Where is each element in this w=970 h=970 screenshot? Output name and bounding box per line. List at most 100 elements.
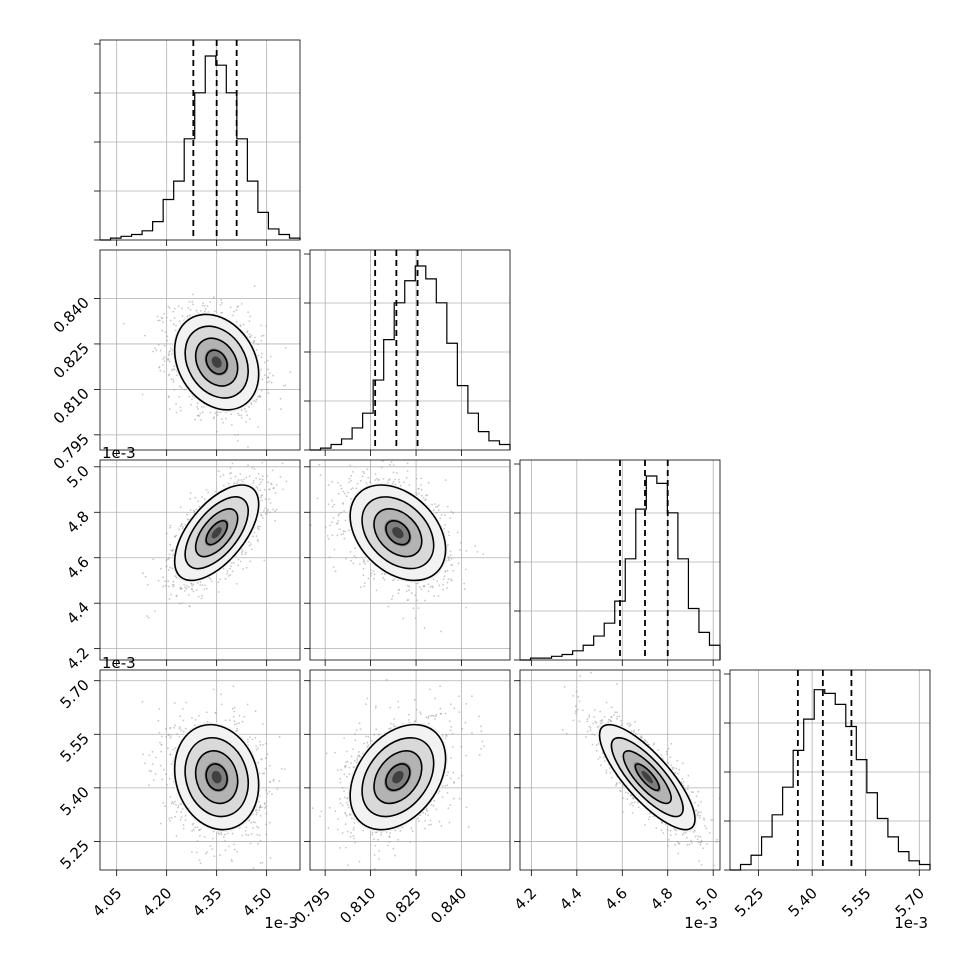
sample-point <box>268 380 271 383</box>
sample-point <box>267 376 270 379</box>
sample-point <box>446 581 449 584</box>
sample-point <box>227 575 230 577</box>
sample-point <box>181 315 184 317</box>
contour-3 <box>173 484 260 582</box>
sample-point <box>337 492 340 495</box>
sample-point <box>268 408 271 411</box>
sample-point <box>163 360 166 363</box>
sample-point <box>159 369 162 372</box>
sample-point <box>257 540 259 543</box>
sample-point <box>331 505 334 508</box>
sample-point <box>340 533 343 536</box>
sample-point <box>160 567 162 570</box>
sample-point <box>395 472 398 474</box>
sample-point <box>191 584 194 587</box>
sample-point <box>164 580 167 583</box>
sample-point <box>171 567 174 570</box>
sample-point <box>264 805 267 808</box>
sample-point <box>446 505 449 508</box>
sample-point <box>172 310 175 313</box>
sample-point <box>232 314 234 317</box>
sample-point <box>161 317 164 319</box>
sample-point <box>255 398 258 401</box>
sample-point <box>233 706 236 709</box>
sample-point <box>356 483 359 485</box>
sample-point <box>237 433 239 436</box>
sample-point <box>350 488 352 491</box>
sample-point <box>447 558 450 560</box>
sample-point <box>219 411 222 414</box>
sample-point <box>144 575 147 578</box>
sample-point <box>284 347 287 349</box>
sample-point <box>250 403 253 406</box>
sample-point <box>203 588 206 591</box>
sample-point <box>158 708 161 710</box>
sample-point <box>210 580 213 583</box>
sample-point <box>148 784 150 787</box>
sample-point <box>213 855 216 858</box>
sample-point <box>164 584 167 587</box>
sample-point <box>166 358 169 360</box>
sample-point <box>162 364 164 366</box>
sample-point <box>274 519 276 522</box>
sample-point <box>362 574 365 577</box>
sample-point <box>416 599 418 602</box>
sample-point <box>412 607 415 610</box>
sample-point <box>220 298 223 301</box>
sample-point <box>230 471 233 474</box>
sample-point <box>161 778 164 781</box>
sample-point <box>281 488 284 491</box>
sample-point <box>345 495 348 498</box>
sample-point <box>247 311 250 313</box>
sample-point <box>173 317 176 319</box>
sample-point <box>363 472 366 475</box>
sample-point <box>205 587 208 590</box>
sample-point <box>248 475 251 478</box>
sample-point <box>355 487 358 490</box>
sample-point <box>348 477 351 480</box>
sample-point <box>201 411 204 414</box>
contour-1 <box>373 508 423 558</box>
sample-point <box>370 569 372 572</box>
sample-point <box>332 566 335 568</box>
sample-point <box>236 481 239 483</box>
sample-point <box>327 537 330 540</box>
sample-point <box>181 307 183 310</box>
sample-point <box>442 588 444 591</box>
sample-point <box>285 480 288 483</box>
panel-content <box>310 460 510 660</box>
sample-point <box>397 592 400 594</box>
sample-point <box>234 723 236 726</box>
sample-point <box>269 511 271 514</box>
sample-point <box>252 821 255 823</box>
sample-point <box>232 685 235 688</box>
sample-point <box>172 381 175 383</box>
sample-point <box>209 301 212 303</box>
sample-point <box>167 580 170 583</box>
sample-point <box>370 574 372 577</box>
sample-point <box>194 724 196 726</box>
sample-point <box>172 748 175 751</box>
sample-point <box>257 525 260 528</box>
sample-point <box>180 524 183 526</box>
sample-point <box>350 479 352 482</box>
sample-point <box>350 559 353 562</box>
sample-point <box>374 479 377 481</box>
sample-point <box>258 834 261 837</box>
sample-point <box>172 323 175 326</box>
panel-frame-2-1 <box>309 459 511 661</box>
sample-point <box>205 489 208 491</box>
panels-layer: 0.7950.8100.8250.8404.24.44.64.85.01e-35… <box>50 39 931 932</box>
sample-point <box>181 602 184 604</box>
sample-point <box>362 470 364 473</box>
sample-point <box>179 586 182 589</box>
sample-point <box>171 583 174 586</box>
sample-point <box>259 815 262 817</box>
sample-point <box>236 727 239 730</box>
sample-point <box>222 473 225 476</box>
sample-point <box>398 478 400 481</box>
sample-point <box>391 595 394 597</box>
panel-content <box>100 670 300 870</box>
sample-point <box>460 541 462 544</box>
sample-point <box>263 361 266 364</box>
